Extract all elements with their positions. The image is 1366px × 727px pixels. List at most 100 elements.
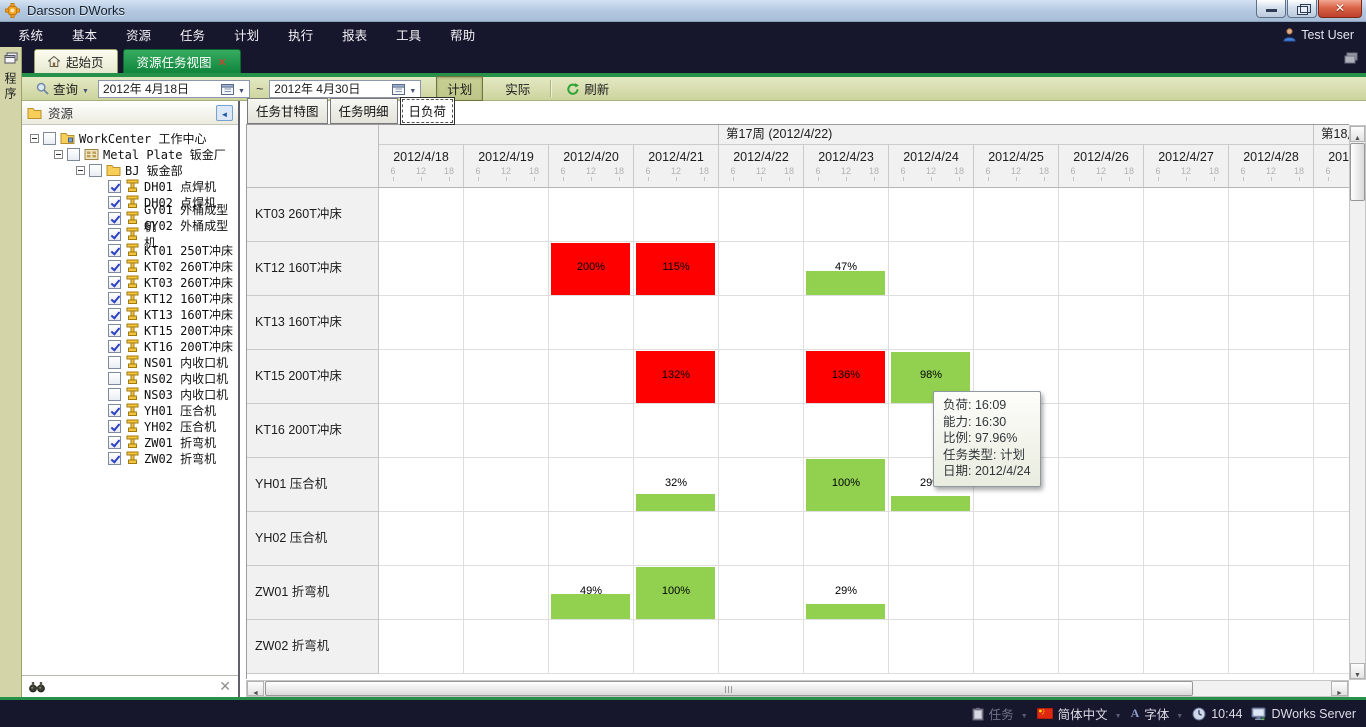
refresh-button[interactable]: 刷新	[560, 77, 615, 100]
tree-checkbox[interactable]	[108, 179, 121, 193]
load-bar[interactable]	[636, 243, 715, 295]
collapsed-panel-strip[interactable]: 程序	[0, 47, 22, 697]
tree-item-ns03[interactable]: NS03 内收口机	[22, 386, 238, 402]
date-from-input[interactable]: 2012年 4月18日	[97, 79, 250, 98]
tree-item-kt16[interactable]: KT16 200T冲床	[22, 338, 238, 354]
scroll-right-icon[interactable]	[1331, 681, 1348, 696]
tree-item-zw02[interactable]: ZW02 折弯机	[22, 450, 238, 466]
tree-checkbox[interactable]	[108, 419, 121, 433]
tree-item-gy01[interactable]: GY01 外桶成型机	[22, 203, 238, 234]
menu-item-5[interactable]: 计划	[234, 29, 260, 43]
tree-checkbox[interactable]	[108, 259, 121, 273]
tree-checkbox[interactable]	[108, 307, 121, 321]
tree-item-yh01[interactable]: YH01 压合机	[22, 402, 238, 418]
tree-item-metal[interactable]: Metal Plate 钣金厂	[22, 146, 238, 162]
hour-tick-label: 6	[379, 166, 407, 181]
menu-item-6[interactable]: 执行	[288, 29, 314, 43]
tree-item-kt03[interactable]: KT03 260T冲床	[22, 274, 238, 290]
tree-item-kt12[interactable]: KT12 160T冲床	[22, 290, 238, 306]
load-bar[interactable]	[891, 496, 970, 511]
load-bar[interactable]	[636, 351, 715, 403]
load-bar[interactable]	[806, 604, 885, 619]
tree-checkbox[interactable]	[108, 211, 121, 225]
tree-checkbox[interactable]	[108, 291, 121, 305]
tree-expander-icon[interactable]	[76, 165, 85, 175]
load-bar[interactable]	[806, 351, 885, 403]
tree-item-yh02[interactable]: YH02 压合机	[22, 418, 238, 434]
hour-tick-label: 18	[690, 166, 718, 181]
menu-item-4[interactable]: 任务	[180, 29, 206, 43]
menu-item-2[interactable]: 基本	[72, 29, 98, 43]
status-language-menu[interactable]: 简体中文	[1036, 704, 1122, 723]
status-font-menu[interactable]: A 字体	[1131, 704, 1184, 723]
tree-checkbox[interactable]	[108, 371, 121, 385]
scroll-up-icon[interactable]	[1350, 126, 1365, 142]
minimize-button[interactable]	[1256, 0, 1286, 18]
clear-search-icon[interactable]	[219, 678, 231, 696]
restore-button[interactable]	[1287, 0, 1317, 18]
scroll-left-icon[interactable]	[247, 681, 264, 696]
tree-expander-icon[interactable]	[54, 149, 63, 159]
tree-search-bar[interactable]	[22, 675, 238, 697]
view-tab-2[interactable]: 任务明细	[329, 98, 398, 124]
tree-checkbox[interactable]	[108, 435, 121, 449]
tab-resource-task-view[interactable]: 资源任务视图	[122, 49, 241, 73]
menu-item-1[interactable]: 系统	[18, 29, 44, 43]
horizontal-scrollbar[interactable]	[246, 680, 1349, 697]
tree-expander-icon[interactable]	[30, 133, 39, 143]
tree-checkbox[interactable]	[108, 227, 121, 241]
status-task-menu[interactable]: 任务	[972, 704, 1028, 723]
menu-item-9[interactable]: 帮助	[450, 29, 476, 43]
load-bar[interactable]	[806, 459, 885, 511]
search-button[interactable]: 查询	[30, 77, 95, 100]
tree-item-bj[interactable]: BJ 钣金部	[22, 162, 238, 178]
tree-item-kt01[interactable]: KT01 250T冲床	[22, 242, 238, 258]
tree-checkbox[interactable]	[89, 163, 102, 177]
window-list-icon[interactable]	[1344, 52, 1358, 64]
tab-home[interactable]: 起始页	[34, 49, 118, 73]
tree-item-zw01[interactable]: ZW01 折弯机	[22, 434, 238, 450]
tree-checkbox[interactable]	[108, 451, 121, 465]
load-bar[interactable]	[551, 594, 630, 619]
load-bar[interactable]	[636, 494, 715, 511]
tree-checkbox[interactable]	[108, 275, 121, 289]
tree-checkbox[interactable]	[67, 147, 80, 161]
tree-item-workcenter[interactable]: WorkCenter 工作中心	[22, 130, 238, 146]
tree-checkbox[interactable]	[108, 403, 121, 417]
tree-item-kt15[interactable]: KT15 200T冲床	[22, 322, 238, 338]
tree-item-kt02[interactable]: KT02 260T冲床	[22, 258, 238, 274]
menu-item-8[interactable]: 工具	[396, 29, 422, 43]
vertical-scrollbar[interactable]	[1349, 125, 1366, 680]
tree-checkbox[interactable]	[108, 355, 121, 369]
date-to-input[interactable]: 2012年 4月30日	[269, 79, 422, 98]
actual-toggle-button[interactable]: 实际	[505, 83, 531, 97]
menu-item-7[interactable]: 报表	[342, 29, 368, 43]
tree-checkbox[interactable]	[108, 387, 121, 401]
tree-item-dh01[interactable]: DH01 点焊机	[22, 178, 238, 194]
horizontal-scroll-thumb[interactable]	[265, 681, 1193, 696]
tree-item-ns02[interactable]: NS02 内收口机	[22, 370, 238, 386]
tree-checkbox[interactable]	[108, 195, 121, 209]
load-bar[interactable]	[806, 271, 885, 295]
vertical-scroll-thumb[interactable]	[1350, 143, 1365, 201]
tree-item-kt13[interactable]: KT13 160T冲床	[22, 306, 238, 322]
load-bar[interactable]	[636, 567, 715, 619]
tree-checkbox[interactable]	[108, 243, 121, 257]
collapse-panel-button[interactable]	[216, 104, 233, 121]
user-indicator[interactable]: Test User	[1283, 22, 1354, 47]
view-tab-1[interactable]: 任务甘特图	[247, 98, 328, 124]
plan-toggle-button[interactable]: 计划	[436, 76, 484, 101]
tree-checkbox[interactable]	[108, 323, 121, 337]
tree-item-dh02[interactable]: DH02 点焊机	[22, 194, 238, 210]
view-tab-3[interactable]: 日负荷	[399, 97, 456, 125]
menu-item-3[interactable]: 资源	[126, 29, 152, 43]
tree-item-ns01[interactable]: NS01 内收口机	[22, 354, 238, 370]
day-header-date: 2012/4/23	[818, 150, 874, 164]
close-button[interactable]	[1318, 0, 1362, 18]
load-bar[interactable]	[551, 243, 630, 295]
tree-checkbox[interactable]	[108, 339, 121, 353]
tab-close-icon[interactable]	[218, 55, 227, 69]
scroll-down-icon[interactable]	[1350, 663, 1365, 679]
tree-item-gy02[interactable]: GY02 外桶成型机	[22, 219, 238, 250]
tree-checkbox[interactable]	[43, 131, 56, 145]
